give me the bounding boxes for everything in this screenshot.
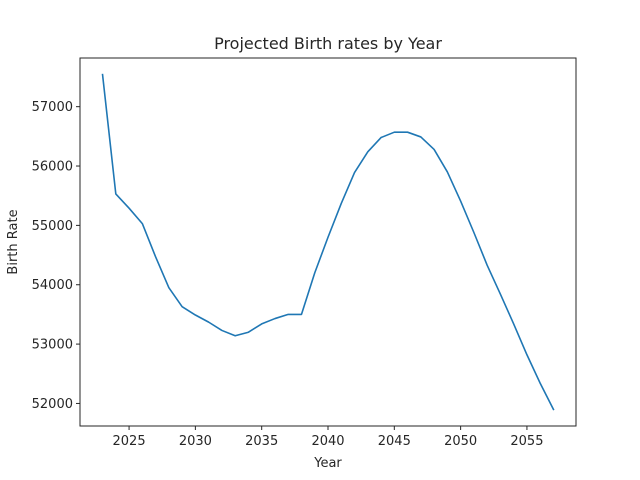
y-tick-label: 57000 — [32, 100, 73, 115]
x-tick-label: 2035 — [245, 434, 278, 449]
x-axis: 2025 2030 2035 2040 2045 2050 2055 — [113, 426, 543, 449]
y-tick-label: 53000 — [32, 338, 73, 353]
x-axis-label: Year — [313, 456, 342, 471]
y-tick-label: 52000 — [32, 397, 73, 412]
chart-title: Projected Birth rates by Year — [214, 34, 442, 53]
x-tick-label: 2045 — [378, 434, 411, 449]
y-tick-label: 56000 — [32, 160, 73, 175]
x-tick-label: 2055 — [510, 434, 543, 449]
x-tick-label: 2050 — [444, 434, 477, 449]
x-tick-label: 2040 — [311, 434, 344, 449]
x-tick-label: 2030 — [179, 434, 212, 449]
y-axis: 52000 53000 54000 55000 56000 57000 — [32, 100, 80, 412]
y-axis-label: Birth Rate — [6, 209, 21, 274]
y-tick-label: 55000 — [32, 219, 73, 234]
series-line-0 — [101, 73, 555, 411]
y-tick-label: 54000 — [32, 278, 73, 293]
x-tick-label: 2025 — [113, 434, 146, 449]
